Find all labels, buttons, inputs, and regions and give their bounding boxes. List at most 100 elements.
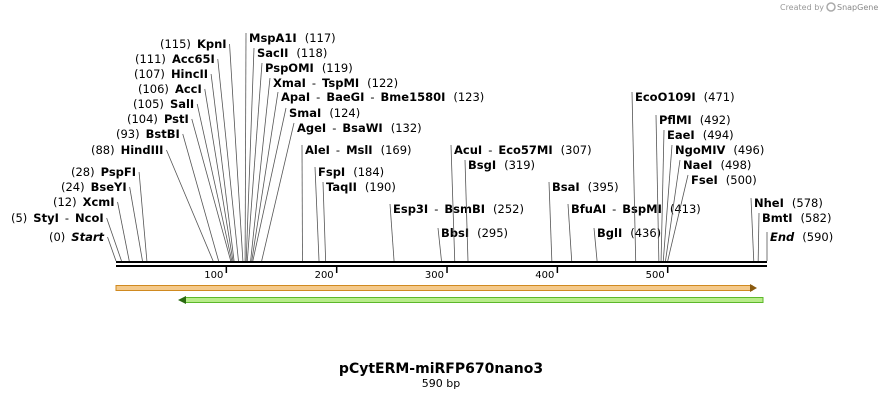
- enzyme-name: BsaI: [552, 180, 580, 194]
- site-position: (496): [733, 143, 764, 157]
- site-line: [196, 103, 233, 262]
- site-position: (319): [504, 158, 535, 172]
- enzyme-name: NcoI: [75, 211, 104, 225]
- enzyme-name: NgoMIV: [675, 143, 725, 157]
- site-position: (106): [138, 82, 169, 96]
- site-line: [117, 201, 130, 262]
- site-label: BsaI (395): [552, 180, 619, 194]
- site-position: (119): [322, 61, 353, 75]
- enzyme-name: Eco57MI: [498, 143, 552, 157]
- feature-arrow-head: [750, 284, 757, 292]
- ruler-label: 200: [315, 270, 334, 281]
- site-label: SmaI (124): [289, 106, 360, 120]
- site-position: (124): [329, 106, 360, 120]
- separator: -: [316, 90, 320, 104]
- site-position: (169): [381, 143, 412, 157]
- site-position: (117): [305, 31, 336, 45]
- site-line: [250, 77, 271, 262]
- enzyme-name: EaeI: [667, 128, 695, 142]
- site-line: [631, 91, 637, 262]
- site-position: (492): [700, 113, 731, 127]
- ruler-label: 300: [425, 270, 444, 281]
- site-line: [107, 236, 117, 262]
- site-position: (118): [296, 46, 327, 60]
- enzyme-name: SalI: [170, 97, 194, 111]
- enzyme-name: StyI: [33, 211, 59, 225]
- site-line: [251, 91, 279, 262]
- enzyme-name: BseYI: [91, 180, 127, 194]
- site-line: [138, 171, 148, 262]
- site-position: (494): [703, 128, 734, 142]
- site-position: (104): [127, 112, 158, 126]
- watermark-logo: [826, 2, 836, 12]
- site-position: (115): [160, 37, 191, 51]
- site-position: (307): [561, 143, 592, 157]
- enzyme-name: NheI: [754, 196, 784, 210]
- site-label: FseI (500): [691, 173, 757, 187]
- site-position: (123): [453, 90, 484, 104]
- site-label: ApaI - BaeGI - Bme1580I (123): [281, 90, 484, 104]
- site-position: (190): [365, 180, 396, 194]
- site-position: (107): [134, 67, 165, 81]
- site-line: [182, 133, 220, 262]
- enzyme-name: FspI: [318, 165, 345, 179]
- site-position: (28): [71, 165, 95, 179]
- site-position: (184): [353, 165, 384, 179]
- site-label: BbsI (295): [441, 226, 508, 240]
- site-line: [204, 88, 234, 262]
- site-position: (471): [704, 90, 735, 104]
- site-label: (5) StyI - NcoI: [11, 211, 104, 225]
- enzyme-name: XmaI: [273, 76, 306, 90]
- separator: -: [65, 211, 69, 225]
- site-position: (252): [493, 202, 524, 216]
- enzyme-name: PstI: [164, 112, 189, 126]
- site-position: (105): [133, 97, 164, 111]
- enzyme-name: MslI: [346, 143, 373, 157]
- site-line: [217, 58, 239, 262]
- site-line: [191, 118, 232, 262]
- site-line: [314, 166, 320, 262]
- site-position: (24): [61, 180, 85, 194]
- site-line: [245, 47, 255, 262]
- site-label: (28) PspFI: [71, 165, 136, 179]
- separator: -: [434, 202, 438, 216]
- site-label: BfuAI - BspMI (413): [571, 202, 701, 216]
- enzyme-name: AccI: [175, 82, 202, 96]
- site-line: [665, 159, 681, 262]
- enzyme-name: FseI: [691, 173, 718, 187]
- site-label: EcoO109I (471): [635, 90, 735, 104]
- site-label: PspOMI (119): [265, 61, 353, 75]
- enzyme-name: TspMI: [322, 76, 359, 90]
- site-line: [757, 212, 760, 262]
- site-label: NheI (578): [754, 196, 823, 210]
- enzyme-name: Acc65I: [172, 52, 215, 66]
- enzyme-name: BsaWI: [342, 121, 382, 135]
- site-line: [750, 197, 755, 262]
- enzyme-name: BspMI: [622, 202, 662, 216]
- site-position: (111): [135, 52, 166, 66]
- site-position: (413): [670, 202, 701, 216]
- site-line: [246, 62, 263, 262]
- site-label: TaqII (190): [326, 180, 396, 194]
- site-line: [437, 227, 442, 262]
- enzyme-name: Start: [71, 230, 104, 244]
- site-label: End (590): [770, 230, 833, 244]
- site-label: BglI (436): [597, 226, 661, 240]
- separator: -: [332, 121, 336, 135]
- enzyme-name: PspFI: [101, 165, 136, 179]
- enzyme-name: Bme1580I: [381, 90, 446, 104]
- site-label: (115) KpnI: [160, 37, 227, 51]
- site-line: [210, 73, 235, 262]
- site-position: (5): [11, 211, 27, 225]
- site-label: (88) HindIII: [91, 143, 163, 157]
- enzyme-name: BsmBI: [444, 202, 485, 216]
- site-line: [655, 114, 660, 262]
- enzyme-name: PflMI: [659, 113, 692, 127]
- site-position: (93): [116, 127, 140, 141]
- separator: -: [336, 143, 340, 157]
- separator: -: [370, 90, 374, 104]
- feature-arrow: [184, 297, 764, 303]
- site-line: [244, 32, 247, 262]
- site-label: (0) Start: [49, 230, 105, 244]
- site-position: (395): [588, 180, 619, 194]
